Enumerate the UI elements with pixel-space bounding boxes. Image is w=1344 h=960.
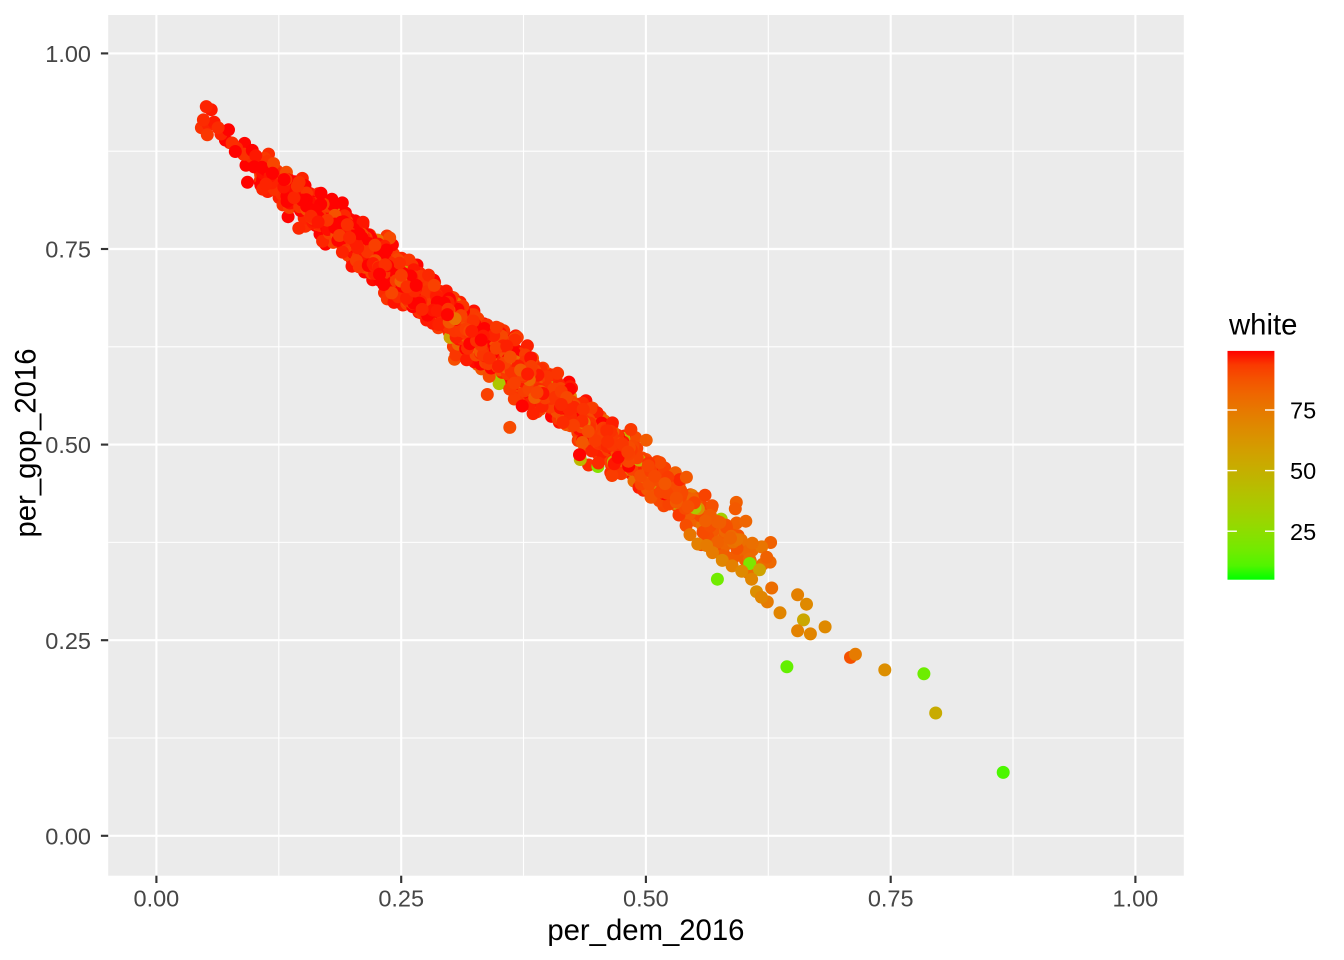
- svg-text:0.00: 0.00: [45, 823, 91, 849]
- svg-text:per_dem_2016: per_dem_2016: [547, 914, 744, 947]
- svg-text:0.50: 0.50: [623, 886, 669, 912]
- svg-text:0.25: 0.25: [378, 886, 424, 912]
- svg-text:white: white: [1228, 308, 1297, 341]
- svg-text:0.75: 0.75: [868, 886, 914, 912]
- svg-text:1.00: 1.00: [1113, 886, 1159, 912]
- svg-text:50: 50: [1290, 458, 1316, 484]
- svg-text:0.75: 0.75: [45, 237, 91, 263]
- svg-text:0.50: 0.50: [45, 432, 91, 458]
- svg-text:per_gop_2016: per_gop_2016: [10, 349, 43, 538]
- svg-text:75: 75: [1290, 398, 1316, 424]
- svg-text:25: 25: [1290, 519, 1316, 545]
- svg-text:0.00: 0.00: [134, 886, 180, 912]
- svg-text:1.00: 1.00: [45, 41, 91, 67]
- svg-text:0.25: 0.25: [45, 628, 91, 654]
